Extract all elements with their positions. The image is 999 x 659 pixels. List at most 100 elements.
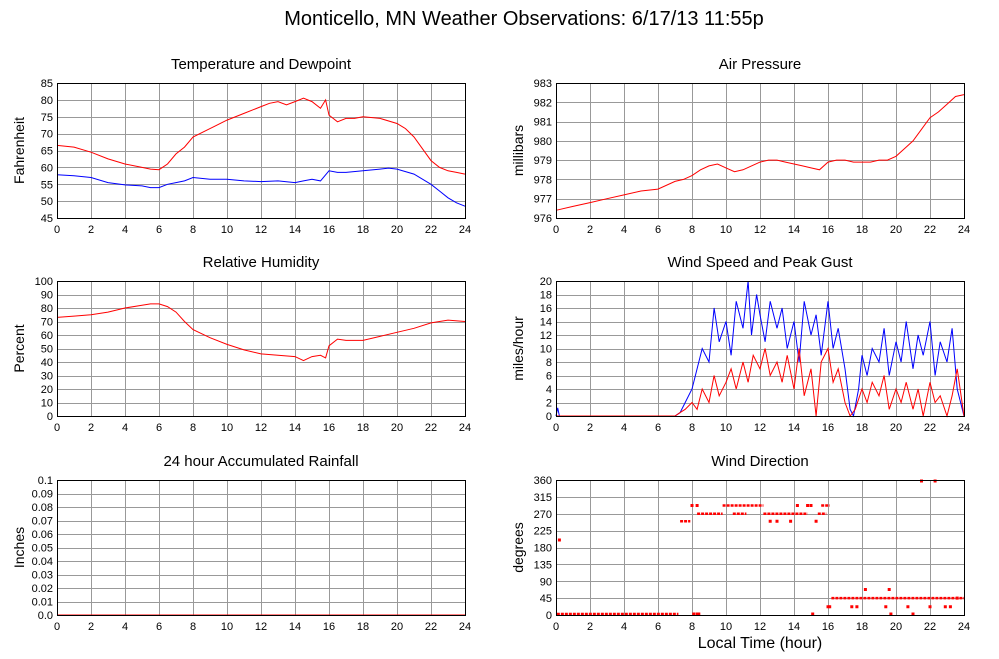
x-tick-label: 14 — [289, 224, 301, 236]
y-tick-label: 60 — [41, 162, 53, 174]
x-tick-label: 10 — [221, 224, 233, 236]
x-tick-label: 4 — [122, 422, 128, 434]
direction-point — [826, 605, 830, 609]
y-tick-label: 90 — [540, 576, 552, 588]
x-tick-label: 22 — [425, 224, 437, 236]
x-tick-label: 14 — [788, 224, 800, 236]
x-tick-label: 14 — [289, 422, 301, 434]
y-tick-label: 982 — [534, 97, 552, 109]
direction-point — [814, 519, 818, 523]
y-tick-label: 80 — [41, 95, 53, 107]
direction-point — [828, 605, 832, 609]
x-tick-label: 20 — [391, 621, 403, 633]
x-tick-label: 8 — [190, 224, 196, 236]
wind-panel: 0 2 4 6 8 10 12 14 16 18 20 22 2402468101214161820Wi… — [510, 254, 970, 434]
y-tick-label: 30 — [41, 371, 53, 383]
y-tick-label: 40 — [41, 357, 53, 369]
pressure-series-line — [555, 94, 965, 211]
x-tick-label: 0 — [553, 224, 559, 236]
y-tick-label: 16 — [540, 303, 552, 315]
x-tick-label: 16 — [323, 422, 335, 434]
x-tick-label: 0 — [553, 621, 559, 633]
y-tick-label: 981 — [534, 117, 552, 129]
y-tick-label: 980 — [534, 136, 552, 148]
x-tick-label: 12 — [754, 422, 766, 434]
x-tick-label: 18 — [357, 621, 369, 633]
y-tick-label: 0 — [546, 411, 552, 423]
x-tick-label: 10 — [221, 422, 233, 434]
y-tick-label: 0.1 — [38, 475, 53, 487]
y-tick-label: 360 — [534, 475, 552, 487]
y-tick-label: 270 — [534, 509, 552, 521]
x-tick-label: 2 — [88, 621, 94, 633]
y-tick-label: 0.06 — [32, 529, 53, 541]
x-tick-label: 18 — [357, 224, 369, 236]
y-tick-label: 60 — [41, 330, 53, 342]
direction-point — [768, 519, 772, 523]
x-tick-label: 4 — [621, 621, 627, 633]
y-tick-label: 10 — [41, 398, 53, 410]
rain-plot-frame — [57, 480, 466, 616]
x-tick-label: 6 — [655, 422, 661, 434]
y-tick-label: 0.09 — [32, 489, 53, 501]
y-tick-label: 0.08 — [32, 502, 53, 514]
x-tick-label: 12 — [255, 621, 267, 633]
direction-y-label: degrees — [510, 522, 526, 573]
humidity-panel: 0 2 4 6 8 10 12 14 16 18 20 22 240102030405060708090… — [11, 254, 471, 434]
direction-point — [884, 605, 888, 609]
direction-point — [806, 504, 810, 507]
x-tick-label: 6 — [156, 224, 162, 236]
temp-series-line — [56, 97, 466, 175]
x-tick-label: 24 — [459, 224, 471, 236]
y-tick-label: 45 — [540, 593, 552, 605]
x-tick-label: 12 — [754, 224, 766, 236]
y-tick-label: 0.0 — [38, 610, 53, 622]
x-tick-label: 4 — [621, 224, 627, 236]
x-tick-label: 10 — [720, 621, 732, 633]
direction-point — [911, 612, 915, 616]
direction-point — [889, 612, 893, 616]
y-tick-label: 20 — [540, 276, 552, 288]
x-tick-label: 16 — [323, 224, 335, 236]
y-tick-label: 225 — [534, 526, 552, 538]
y-tick-label: 4 — [546, 384, 552, 396]
direction-point — [690, 504, 694, 507]
y-tick-label: 20 — [41, 384, 53, 396]
direction-point — [850, 605, 854, 609]
direction-point — [955, 596, 959, 600]
direction-point — [695, 504, 699, 507]
x-tick-label: 0 — [553, 422, 559, 434]
direction-point — [943, 605, 947, 609]
y-tick-label: 6 — [546, 371, 552, 383]
x-tick-label: 16 — [822, 621, 834, 633]
y-tick-label: 0.01 — [32, 597, 53, 609]
y-tick-label: 85 — [41, 78, 53, 90]
x-tick-label: 18 — [357, 422, 369, 434]
x-tick-label: 22 — [924, 422, 936, 434]
direction-point — [795, 504, 799, 507]
temp-y-label: Fahrenheit — [11, 117, 27, 184]
x-tick-label: 8 — [689, 621, 695, 633]
direction-point — [557, 538, 561, 542]
x-tick-label: 2 — [88, 422, 94, 434]
x-tick-label: 18 — [856, 224, 868, 236]
x-tick-label: 2 — [587, 224, 593, 236]
wind-title: Wind Speed and Peak Gust — [667, 254, 853, 271]
y-tick-label: 977 — [534, 194, 552, 206]
y-tick-label: 0.07 — [32, 516, 53, 528]
x-tick-label: 8 — [689, 422, 695, 434]
x-tick-label: 4 — [122, 224, 128, 236]
y-tick-label: 135 — [534, 559, 552, 571]
y-tick-label: 50 — [41, 196, 53, 208]
direction-point — [906, 605, 910, 609]
humidity-series-line — [56, 303, 466, 362]
direction-point — [855, 605, 859, 609]
wind-series-line — [555, 280, 965, 418]
x-tick-label: 24 — [459, 422, 471, 434]
wind-y-label: miles/hour — [510, 316, 526, 381]
y-tick-label: 90 — [41, 290, 53, 302]
temp-plot-frame — [57, 83, 466, 219]
direction-point — [811, 612, 815, 616]
x-tick-label: 22 — [924, 224, 936, 236]
temp-series-line — [56, 167, 466, 207]
